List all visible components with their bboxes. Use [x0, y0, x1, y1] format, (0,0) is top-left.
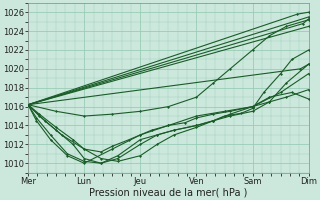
X-axis label: Pression niveau de la mer( hPa ): Pression niveau de la mer( hPa ) [89, 187, 248, 197]
